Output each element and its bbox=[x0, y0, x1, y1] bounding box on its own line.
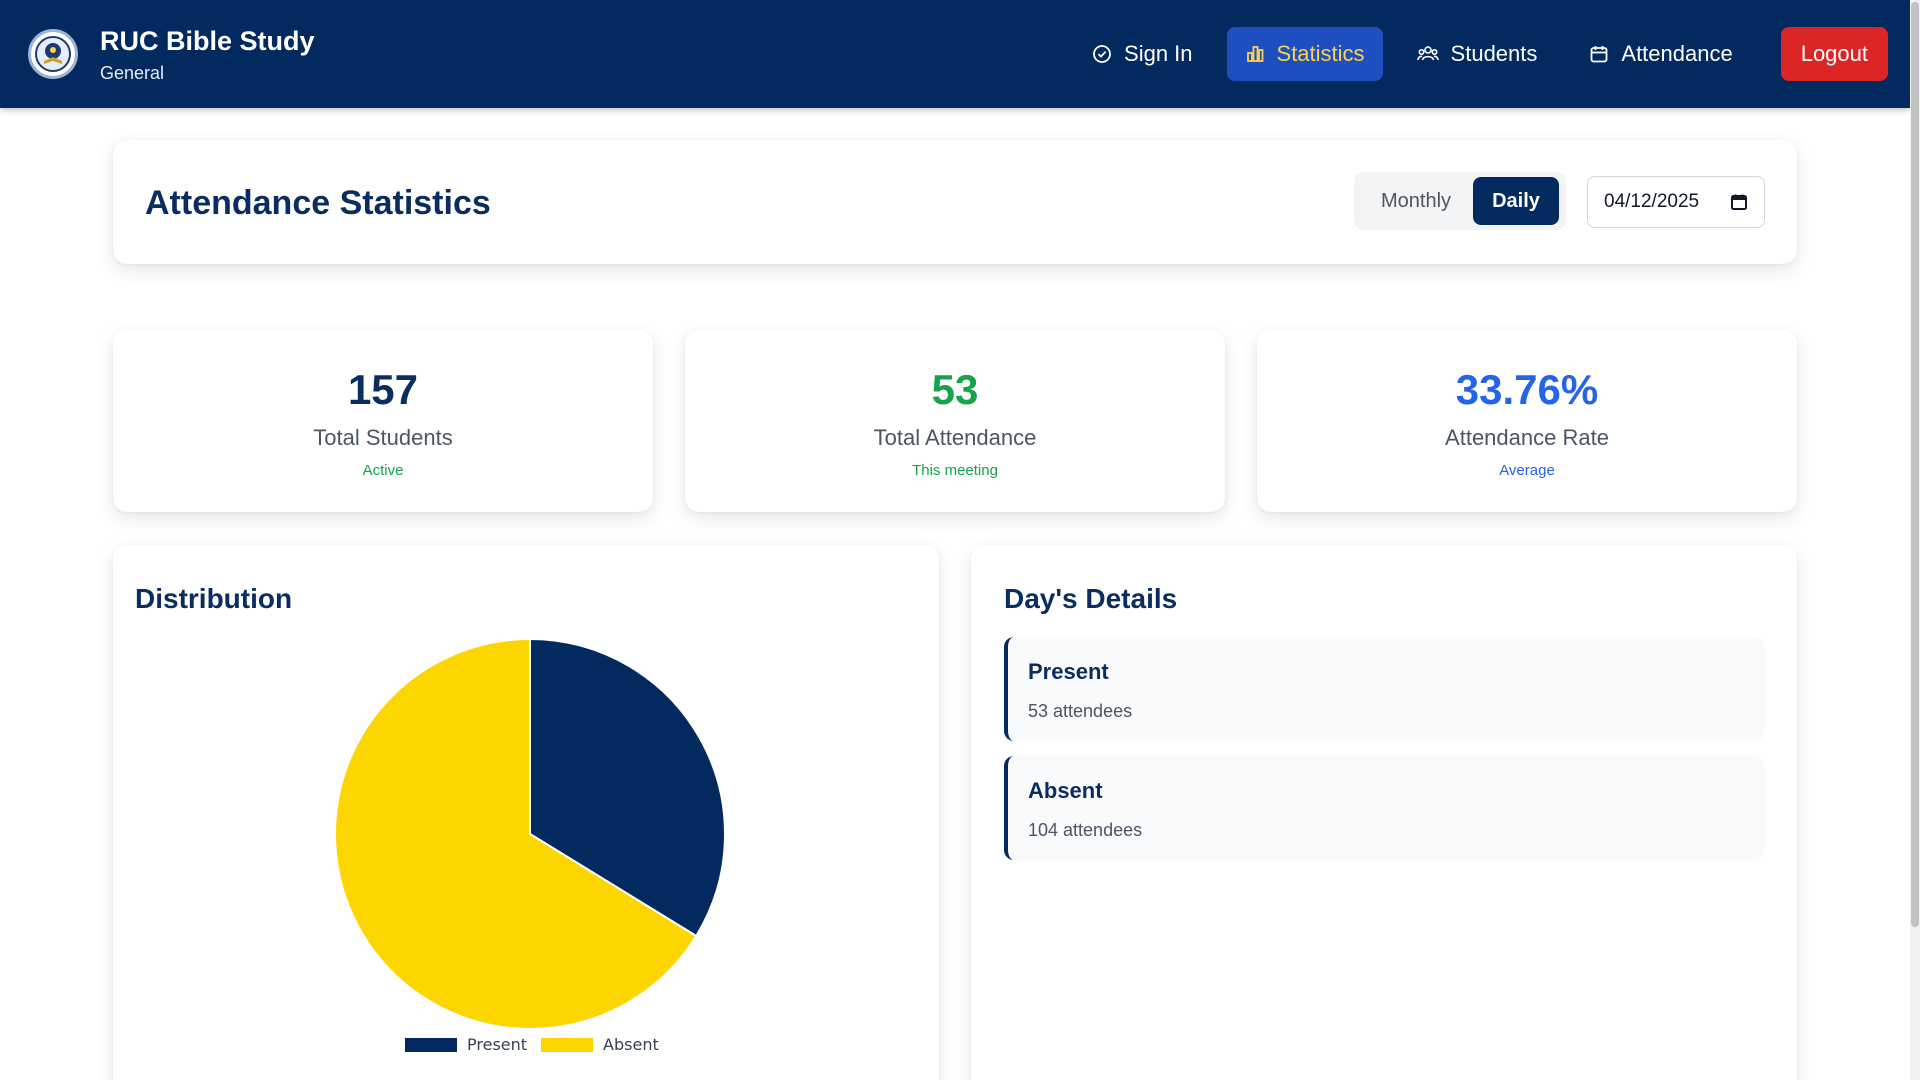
nav-menu: Sign In Statistics Students Attendance L… bbox=[1058, 27, 1888, 81]
logo-icon bbox=[28, 29, 78, 79]
brand[interactable]: RUC Bible Study General bbox=[28, 24, 315, 84]
nav-students-label: Students bbox=[1450, 41, 1538, 66]
legend-swatch-absent bbox=[541, 1037, 594, 1052]
stat-card-attendance-rate: 33.76% Attendance Rate Average bbox=[1257, 330, 1797, 512]
stat-value: 33.76% bbox=[1455, 366, 1599, 413]
stat-label: Total Students bbox=[313, 425, 453, 450]
pie-slice-absent[interactable] bbox=[334, 637, 698, 1030]
details-title: Day's Details bbox=[1004, 583, 1178, 614]
stat-label: Total Attendance bbox=[873, 425, 1037, 450]
distribution-card: Distribution Present Absent bbox=[113, 545, 939, 1080]
nav-sign-in[interactable]: Sign In bbox=[1074, 27, 1211, 81]
stat-subtitle: This meeting bbox=[912, 462, 998, 479]
date-picker-input[interactable]: 04/12/2025 bbox=[1587, 176, 1765, 228]
monthly-toggle-button[interactable]: Monthly bbox=[1380, 189, 1452, 212]
nav-attendance[interactable]: Attendance bbox=[1571, 27, 1750, 81]
detail-row-absent: Absent 104 attendees bbox=[1004, 756, 1765, 860]
detail-row-present: Present 53 attendees bbox=[1004, 637, 1765, 741]
nav-statistics-label: Statistics bbox=[1276, 41, 1365, 66]
nav-students[interactable]: Students bbox=[1399, 27, 1556, 81]
legend-label-absent: Absent bbox=[603, 1035, 659, 1054]
nav-attendance-label: Attendance bbox=[1621, 41, 1733, 66]
daily-toggle-button[interactable]: Daily bbox=[1473, 177, 1559, 225]
date-value: 04/12/2025 bbox=[1604, 191, 1700, 212]
detail-count: 104 attendees bbox=[1028, 820, 1143, 840]
stat-card-total-attendance: 53 Total Attendance This meeting bbox=[685, 330, 1225, 512]
legend-item-present[interactable]: Present bbox=[405, 1035, 527, 1054]
pie-legend: Present Absent bbox=[405, 1035, 673, 1054]
page-scrollbar[interactable] bbox=[1910, 0, 1920, 1080]
users-icon bbox=[1416, 46, 1439, 61]
logout-button[interactable]: Logout bbox=[1780, 27, 1888, 81]
page-title: Attendance Statistics bbox=[145, 184, 491, 222]
period-toggle: Monthly Daily bbox=[1354, 172, 1566, 230]
distribution-pie-chart bbox=[334, 637, 726, 1030]
days-details-card: Day's Details Present 53 attendees Absen… bbox=[971, 545, 1797, 1080]
stat-subtitle: Average bbox=[1499, 462, 1555, 479]
legend-swatch-present bbox=[405, 1037, 457, 1052]
stat-label: Attendance Rate bbox=[1445, 425, 1609, 450]
legend-item-absent[interactable]: Absent bbox=[541, 1035, 659, 1054]
stat-value: 53 bbox=[931, 366, 979, 413]
detail-count: 53 attendees bbox=[1028, 701, 1133, 721]
nav-statistics[interactable]: Statistics bbox=[1226, 27, 1383, 81]
stat-value: 157 bbox=[347, 366, 419, 413]
stat-card-total-students: 157 Total Students Active bbox=[113, 330, 653, 512]
calendar-icon[interactable] bbox=[1730, 193, 1748, 211]
detail-title: Present bbox=[1028, 659, 1109, 684]
top-navbar: RUC Bible Study General Sign In Statisti… bbox=[0, 0, 1910, 108]
detail-title: Absent bbox=[1028, 778, 1103, 803]
legend-label-present: Present bbox=[467, 1035, 528, 1054]
stat-subtitle: Active bbox=[362, 462, 404, 479]
app-subtitle: General bbox=[100, 63, 165, 83]
app-title: RUC Bible Study bbox=[100, 26, 315, 56]
stats-header-card: Attendance Statistics Monthly Daily 04/1… bbox=[113, 140, 1797, 264]
nav-sign-in-label: Sign In bbox=[1124, 41, 1193, 66]
distribution-title: Distribution bbox=[135, 583, 293, 614]
bar-chart-icon bbox=[1246, 46, 1263, 62]
check-circle-icon bbox=[1093, 45, 1111, 63]
calendar-icon bbox=[1590, 46, 1608, 63]
scrollbar-thumb[interactable] bbox=[1911, 2, 1919, 927]
pie-slice-present[interactable] bbox=[529, 637, 726, 938]
